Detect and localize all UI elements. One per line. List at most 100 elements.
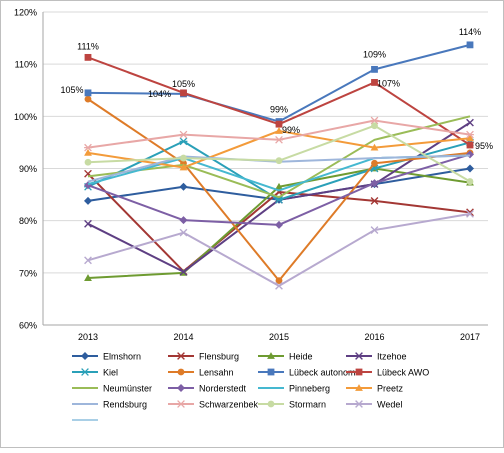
x-tick-label: 2017 bbox=[460, 332, 480, 342]
legend-item-kiel: Kiel bbox=[72, 368, 118, 378]
legend-label: Rendsburg bbox=[103, 400, 147, 410]
data-point-l-beck-autonom bbox=[371, 65, 378, 73]
data-point-wedel bbox=[370, 226, 379, 234]
data-point-stormarn bbox=[275, 157, 283, 165]
legend-item-wedel: Wedel bbox=[346, 400, 402, 410]
data-point-elmshorn bbox=[466, 164, 474, 173]
series-stormarn bbox=[84, 122, 474, 185]
data-label: 95% bbox=[475, 141, 493, 151]
data-point-l-beck-awo bbox=[180, 89, 187, 97]
series-schwarzenbek bbox=[84, 116, 474, 152]
legend-item-neum-nster: Neumünster bbox=[72, 384, 152, 394]
data-point-heide bbox=[275, 182, 283, 190]
data-point-elmshorn bbox=[84, 196, 92, 205]
data-point-norderstedt bbox=[370, 179, 379, 188]
data-point-wedel bbox=[84, 256, 92, 265]
data-point-l-beck-awo bbox=[275, 120, 283, 128]
data-point-preetz bbox=[370, 143, 379, 151]
legend-marker bbox=[177, 352, 185, 360]
data-point-wedel bbox=[275, 281, 283, 290]
data-point-schwarzenbek bbox=[84, 143, 92, 152]
data-point-preetz bbox=[84, 148, 92, 156]
legend-label: Preetz bbox=[377, 384, 404, 394]
data-label: 99% bbox=[282, 125, 300, 135]
legend-label: Pinneberg bbox=[289, 384, 330, 394]
data-point-stormarn bbox=[84, 158, 92, 166]
series-norderstedt bbox=[84, 150, 474, 229]
legend-marker bbox=[355, 384, 363, 391]
legend-item-norderstedt: Norderstedt bbox=[168, 384, 247, 394]
data-point-preetz bbox=[275, 127, 283, 134]
data-point-l-beck-awo bbox=[371, 79, 378, 86]
data-label: 105% bbox=[172, 79, 195, 89]
legend-item-stormarn: Stormarn bbox=[258, 400, 326, 410]
legend-item-rendsburg: Rendsburg bbox=[72, 400, 147, 410]
legend-item-preetz: Preetz bbox=[346, 384, 404, 394]
data-label: 114% bbox=[459, 27, 481, 37]
data-point-itzehoe bbox=[466, 118, 474, 127]
data-point-schwarzenbek bbox=[466, 130, 474, 139]
data-label: 99% bbox=[270, 105, 288, 115]
axes: 60% 70% 80% 90% 100% 110% 120% 2013 2014 2015 2016… bbox=[14, 8, 488, 342]
series-neum-nster bbox=[87, 115, 471, 199]
legend-label: Schwarzenbek bbox=[199, 400, 259, 410]
legend-label: Itzehoe bbox=[377, 352, 407, 362]
legend-marker bbox=[355, 368, 363, 376]
legend-label: Heide bbox=[289, 352, 313, 362]
x-tick-label: 2015 bbox=[269, 332, 289, 342]
data-point-l-beck-autonom bbox=[84, 89, 92, 97]
gridlines bbox=[43, 11, 488, 326]
y-tick-label: 80% bbox=[19, 216, 37, 226]
legend-marker bbox=[267, 368, 275, 376]
legend-label: Lübeck AWO bbox=[377, 368, 429, 378]
legend-label: Stormarn bbox=[289, 400, 326, 410]
legend: Elmshorn Flensburg Heide Itzehoe Kiel Lensahn… bbox=[72, 352, 429, 421]
data-point-stormarn bbox=[371, 122, 378, 130]
data-point-wedel bbox=[179, 228, 188, 237]
legend-marker bbox=[177, 384, 185, 392]
x-tick-label: 2016 bbox=[364, 332, 384, 342]
y-tick-label: 100% bbox=[14, 112, 37, 122]
series-wedel bbox=[84, 209, 474, 290]
y-tick-label: 60% bbox=[19, 321, 37, 331]
data-point-preetz bbox=[466, 134, 474, 142]
legend-label: Kiel bbox=[103, 368, 118, 378]
data-point-schwarzenbek bbox=[179, 130, 188, 139]
legend-marker bbox=[355, 352, 363, 360]
legend-item-l-beck-autonom: Lübeck autonom bbox=[258, 368, 356, 378]
legend-label: Lensahn bbox=[199, 368, 234, 378]
y-tick-label: 120% bbox=[14, 8, 37, 18]
data-point-itzehoe bbox=[179, 267, 188, 276]
legend-item-itzehoe: Itzehoe bbox=[346, 352, 407, 362]
data-point-wedel bbox=[466, 209, 474, 218]
data-label: 111% bbox=[77, 41, 99, 51]
y-tick-label: 70% bbox=[19, 268, 37, 278]
data-labels: 111%105%105%104%99%99%109%107%114%95% bbox=[60, 27, 493, 151]
x-tick-label: 2013 bbox=[78, 332, 98, 342]
data-point-l-beck-awo bbox=[84, 53, 92, 61]
legend-item-flensburg: Flensburg bbox=[168, 352, 239, 362]
data-label: 109% bbox=[363, 49, 386, 59]
legend-label: Flensburg bbox=[199, 352, 239, 362]
legend-item-pinneberg: Pinneberg bbox=[258, 384, 330, 394]
legend-item-schwarzenbek: Schwarzenbek bbox=[168, 400, 259, 410]
legend-item-l-beck-awo: Lübeck AWO bbox=[346, 368, 429, 378]
data-point-lensahn bbox=[275, 277, 283, 285]
data-point-heide bbox=[84, 274, 92, 281]
legend-label: Lübeck autonom bbox=[289, 368, 356, 378]
data-point-norderstedt bbox=[179, 216, 188, 225]
data-point-lensahn bbox=[371, 159, 378, 167]
series-lines bbox=[84, 41, 474, 290]
legend-label: Wedel bbox=[377, 400, 402, 410]
data-point-l-beck-autonom bbox=[466, 41, 474, 49]
data-point-flensburg bbox=[370, 196, 379, 205]
data-point-elmshorn bbox=[179, 182, 188, 191]
legend-label: Neumünster bbox=[103, 384, 152, 394]
data-point-kiel bbox=[275, 195, 283, 204]
series-line-neum-nster bbox=[87, 115, 471, 199]
data-point-schwarzenbek bbox=[370, 116, 379, 125]
data-point-itzehoe bbox=[84, 219, 92, 228]
y-tick-label: 90% bbox=[19, 164, 37, 174]
legend-label: Norderstedt bbox=[199, 384, 247, 394]
